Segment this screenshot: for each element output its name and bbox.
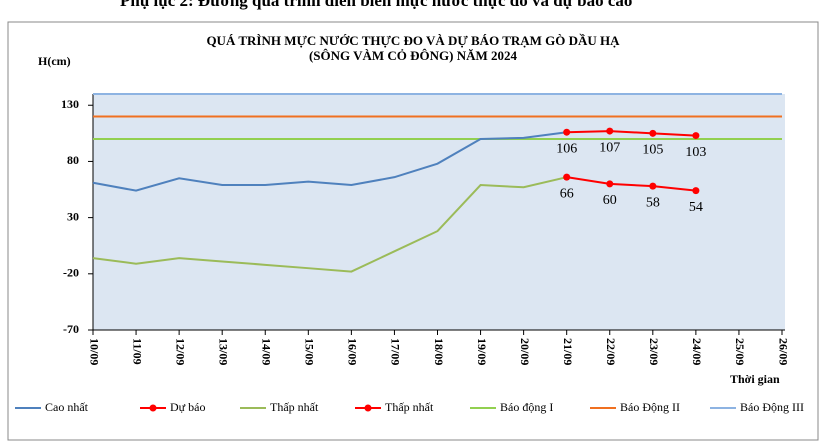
y-tick-label: -20 <box>63 266 79 280</box>
data-label: 107 <box>599 140 620 155</box>
x-tick-label: 16/09 <box>346 338 360 365</box>
legend-label: Báo Động II <box>620 400 680 414</box>
point <box>692 187 700 195</box>
series-line <box>566 176 696 192</box>
point <box>649 182 657 190</box>
series-line <box>92 131 567 192</box>
chart-title: (SÔNG VÀM CỎ ĐÔNG) NĂM 2024 <box>309 48 518 63</box>
point <box>692 132 700 140</box>
y-tick-label: 80 <box>67 153 79 167</box>
x-tick-label: 13/09 <box>216 338 230 365</box>
legend-label: Dự báo <box>170 400 206 414</box>
y-axis-label: H(cm) <box>38 54 71 68</box>
legend-label: Thấp nhất <box>270 400 319 414</box>
data-label: 103 <box>685 145 706 160</box>
data-label: 66 <box>560 186 574 201</box>
x-tick-label: 22/09 <box>604 338 618 365</box>
legend-marker <box>149 404 157 412</box>
legend-label: Báo Động III <box>740 400 804 414</box>
series-line <box>92 176 567 273</box>
x-tick-label: 17/09 <box>389 338 403 365</box>
legend-label: Thấp nhất <box>385 400 434 414</box>
legend-marker <box>364 404 372 412</box>
x-tick-label: 25/09 <box>733 338 747 365</box>
point <box>563 173 571 181</box>
data-label: 58 <box>646 195 660 210</box>
x-tick-label: 12/09 <box>173 338 187 365</box>
data-label: 106 <box>556 141 577 156</box>
point <box>563 128 571 136</box>
y-tick-label: -70 <box>63 322 79 336</box>
x-tick-label: 26/09 <box>776 338 790 365</box>
x-tick-label: 18/09 <box>432 338 446 365</box>
x-tick-label: 11/09 <box>130 338 144 365</box>
x-tick-label: 24/09 <box>690 338 704 365</box>
legend-label: Báo động I <box>500 400 553 414</box>
caption: Phụ lục 2: Đường quá trình diễn biến mực… <box>120 0 632 10</box>
data-label: 54 <box>689 200 703 215</box>
x-tick-label: 20/09 <box>518 338 532 365</box>
y-tick-label: 130 <box>61 97 79 111</box>
point <box>606 127 614 135</box>
point <box>606 180 614 188</box>
series-line <box>566 130 696 137</box>
plot-area <box>93 94 785 330</box>
legend-label: Cao nhất <box>45 400 89 414</box>
data-label: 105 <box>642 143 663 158</box>
point <box>649 129 657 137</box>
x-tick-label: 15/09 <box>303 338 317 365</box>
chart-title: QUÁ TRÌNH MỰC NƯỚC THỰC ĐO VÀ DỰ BÁO TRẠ… <box>206 33 620 48</box>
x-tick-label: 19/09 <box>475 338 489 365</box>
y-tick-label: 30 <box>67 209 79 223</box>
x-tick-label: 21/09 <box>561 338 575 365</box>
data-label: 60 <box>603 193 617 208</box>
x-tick-label: 14/09 <box>260 338 274 365</box>
x-tick-label: 23/09 <box>647 338 661 365</box>
x-axis-label: Thời gian <box>730 372 780 386</box>
x-tick-label: 10/09 <box>87 338 101 365</box>
